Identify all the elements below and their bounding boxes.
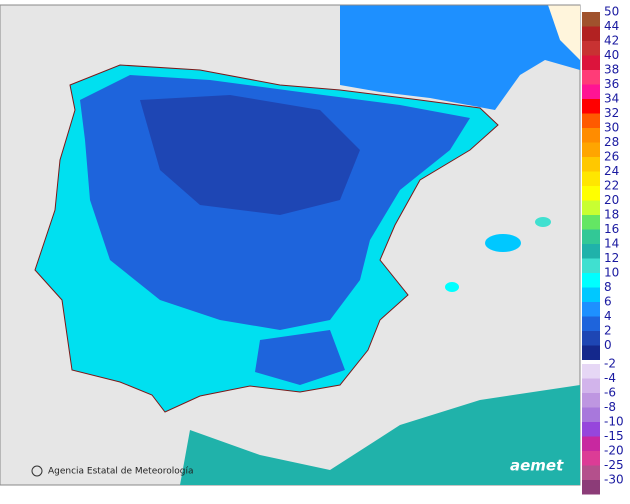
legend-swatch	[582, 407, 600, 422]
legend-label: -20	[604, 444, 624, 458]
legend-swatch	[582, 287, 600, 302]
legend-label: -6	[604, 386, 616, 400]
legend-swatch	[582, 465, 600, 480]
legend-swatch	[582, 451, 600, 466]
legend-label: 26	[604, 150, 619, 164]
legend-label: 36	[604, 77, 619, 91]
france-area	[340, 5, 580, 110]
legend-label: 42	[604, 34, 619, 48]
legend-swatch	[582, 26, 600, 41]
legend-label: 14	[604, 237, 619, 251]
legend-swatch	[582, 316, 600, 331]
legend-label: 8	[604, 280, 612, 294]
legend-swatch	[582, 436, 600, 451]
legend-label: 10	[604, 266, 619, 280]
legend-label: -30	[604, 473, 624, 487]
legend: 5044424038363432302826242220181614121086…	[582, 5, 624, 495]
africa	[180, 385, 580, 485]
legend-label: 6	[604, 295, 612, 309]
legend-label: 0	[604, 338, 612, 352]
legend-label: -8	[604, 400, 616, 414]
legend-label: 4	[604, 309, 612, 323]
legend-swatch	[582, 480, 600, 495]
legend-label: 18	[604, 208, 619, 222]
legend-label: -10	[604, 415, 624, 429]
legend-swatch	[582, 364, 600, 379]
mallorca	[485, 234, 521, 252]
legend-swatch	[582, 244, 600, 259]
legend-swatch	[582, 142, 600, 157]
legend-swatch	[582, 99, 600, 114]
legend-label: 34	[604, 92, 619, 106]
legend-swatch	[582, 12, 600, 27]
legend-swatch	[582, 331, 600, 346]
legend-label: 2	[604, 324, 612, 338]
legend-label: -2	[604, 357, 616, 371]
legend-swatch	[582, 171, 600, 186]
legend-label: 20	[604, 193, 619, 207]
legend-label: 16	[604, 222, 619, 236]
legend-swatch	[582, 55, 600, 70]
legend-swatch	[582, 186, 600, 201]
legend-swatch	[582, 378, 600, 393]
legend-label: 50	[604, 5, 619, 19]
legend-swatch	[582, 70, 600, 85]
legend-label: 44	[604, 19, 619, 33]
menorca	[535, 217, 551, 227]
legend-swatch	[582, 215, 600, 230]
legend-label: 24	[604, 164, 619, 178]
legend-swatch	[582, 128, 600, 143]
legend-label: 32	[604, 106, 619, 120]
legend-label: 12	[604, 251, 619, 265]
legend-swatch	[582, 393, 600, 408]
legend-label: -4	[604, 371, 616, 385]
legend-swatch	[582, 345, 600, 360]
legend-label: 38	[604, 63, 619, 77]
ibiza	[445, 282, 459, 292]
legend-swatch	[582, 273, 600, 288]
logo: aemet	[510, 457, 564, 475]
legend-label: 22	[604, 179, 619, 193]
legend-label: -15	[604, 429, 624, 443]
legend-swatch	[582, 258, 600, 273]
legend-swatch	[582, 200, 600, 215]
no-data-area	[548, 5, 580, 60]
legend-swatch	[582, 422, 600, 437]
copyright-icon	[31, 465, 43, 477]
legend-swatch	[582, 157, 600, 172]
credit: Agencia Estatal de Meteorología	[48, 467, 194, 477]
legend-label: 30	[604, 121, 619, 135]
legend-label: -25	[604, 458, 624, 472]
legend-label: 28	[604, 135, 619, 149]
legend-swatch	[582, 113, 600, 128]
legend-swatch	[582, 41, 600, 56]
legend-swatch	[582, 84, 600, 99]
legend-label: 40	[604, 48, 619, 62]
south-cold-region	[255, 330, 345, 385]
colder-region	[140, 95, 360, 215]
legend-swatch	[582, 229, 600, 244]
legend-swatch	[582, 302, 600, 317]
